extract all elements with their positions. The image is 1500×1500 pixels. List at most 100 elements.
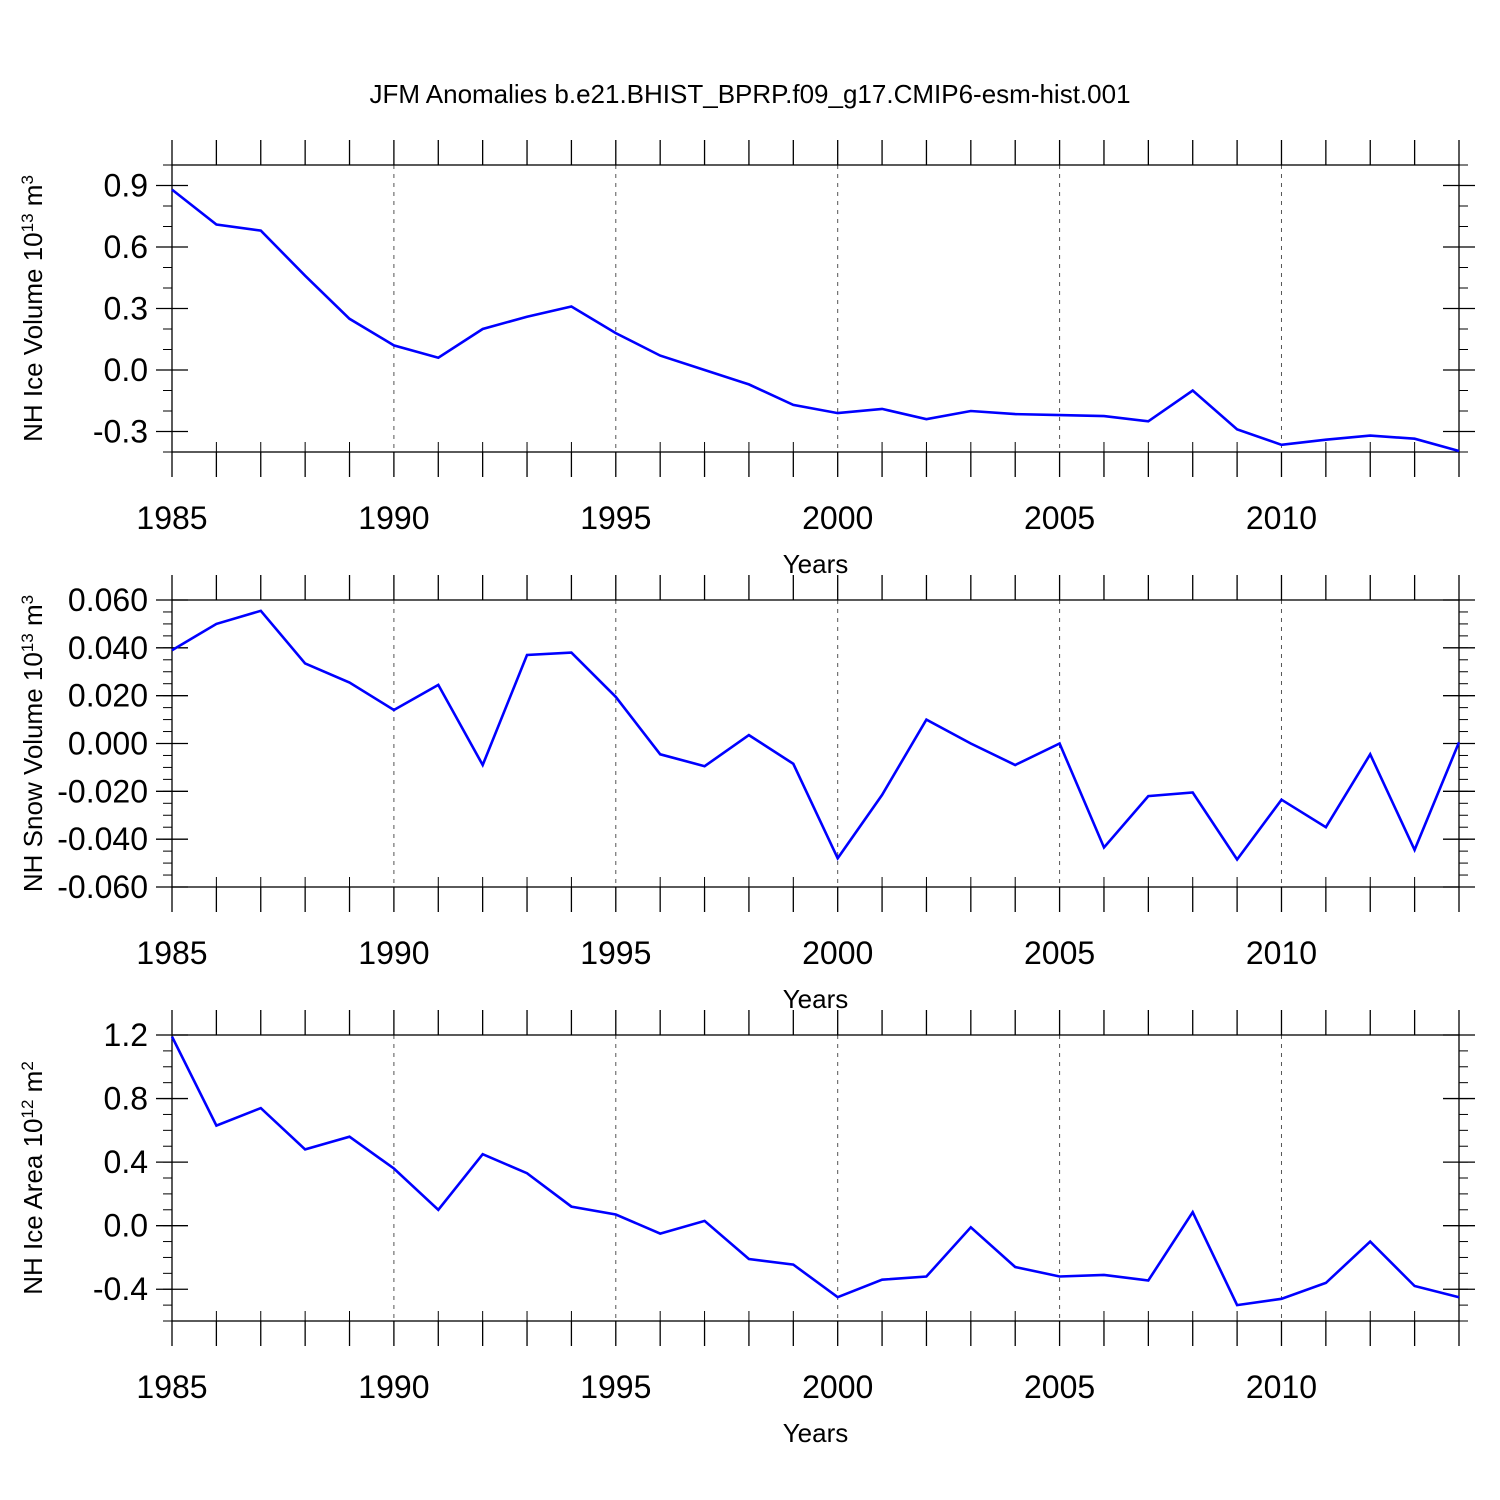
y-axis-title-part: m — [18, 604, 48, 633]
panel-snow-volume: 0.060 0.040 0.020 0.000 -0.020 -0.040 -0.060 19… — [18, 575, 1475, 1014]
data-point — [1191, 389, 1195, 393]
y-axis-title-part: 2 — [18, 1061, 37, 1070]
plot-frame — [171, 1034, 1460, 1322]
data-point — [1324, 1281, 1328, 1285]
y-tick-label: -0.020 — [57, 773, 148, 809]
data-point — [569, 304, 573, 308]
data-point — [348, 1135, 352, 1139]
data-point — [1413, 437, 1417, 441]
data-point — [348, 317, 352, 321]
y-tick-label: 0.040 — [68, 630, 148, 666]
data-point — [1324, 825, 1328, 829]
data-point — [259, 229, 263, 233]
data-point — [1235, 427, 1239, 431]
data-point — [658, 752, 662, 756]
data-point — [1058, 742, 1062, 746]
data-point — [658, 1232, 662, 1236]
data-point — [658, 354, 662, 358]
data-point — [614, 1213, 618, 1217]
x-tick-label: 2000 — [802, 935, 873, 971]
x-tick-label: 1990 — [358, 935, 429, 971]
data-point — [525, 315, 529, 319]
data-point — [214, 222, 218, 226]
x-tick-label: 1995 — [580, 1369, 651, 1405]
y-axis-title-part: m — [18, 1071, 48, 1100]
plot-frame — [171, 599, 1460, 888]
data-point — [170, 648, 174, 652]
data-point — [481, 327, 485, 331]
x-tick-label: 1985 — [136, 1369, 207, 1405]
y-tick-label: 0.0 — [104, 352, 148, 388]
y-axis-title-part: NH Snow Volume 10 — [18, 652, 48, 892]
data-point — [924, 1275, 928, 1279]
data-point — [703, 1219, 707, 1223]
data-point — [1279, 1297, 1283, 1301]
data-point — [436, 1208, 440, 1212]
data-point — [170, 188, 174, 192]
data-point — [836, 856, 840, 860]
x-axis-title: Years — [783, 1418, 849, 1448]
data-point — [747, 733, 751, 737]
y-tick-label: 0.9 — [104, 168, 148, 204]
y-axis-title-part: NH Ice Volume 10 — [18, 232, 48, 442]
data-point — [1013, 1265, 1017, 1269]
data-point — [481, 1152, 485, 1156]
y-tick-label: 0.6 — [104, 229, 148, 265]
data-point — [481, 763, 485, 767]
data-point — [969, 1225, 973, 1229]
data-point — [791, 762, 795, 766]
y-axis-title-part: m — [18, 185, 48, 214]
data-point — [170, 1035, 174, 1039]
data-point — [747, 1257, 751, 1261]
data-point — [303, 661, 307, 665]
data-point — [614, 331, 618, 335]
data-point — [1457, 1295, 1461, 1299]
data-point — [1324, 438, 1328, 442]
data-point — [1413, 848, 1417, 852]
y-axis-title-part: 3 — [18, 175, 37, 184]
y-tick-label: 0.0 — [104, 1208, 148, 1244]
chart-title: JFM Anomalies b.e21.BHIST_BPRP.f09_g17.C… — [369, 79, 1130, 109]
data-point — [1146, 419, 1150, 423]
panel-ice-volume: 0.9 0.6 0.3 0.0 -0.3 1985 1990 1995 2000 2005 2010… — [18, 140, 1475, 579]
data-point — [214, 1124, 218, 1128]
data-point — [436, 356, 440, 360]
data-point — [1368, 434, 1372, 438]
data-point — [969, 742, 973, 746]
x-tick-label: 1995 — [580, 935, 651, 971]
data-point — [392, 708, 396, 712]
panel-ice-area: 1.2 0.8 0.4 0.0 -0.4 1985 1990 1995 2000 2005 2010… — [18, 1010, 1475, 1448]
data-point — [747, 382, 751, 386]
x-tick-label: 1985 — [136, 500, 207, 536]
y-tick-label: 0.000 — [68, 726, 148, 762]
data-point — [1146, 794, 1150, 798]
data-point — [1013, 412, 1017, 416]
data-point — [924, 417, 928, 421]
data-point — [303, 274, 307, 278]
data-point — [1279, 798, 1283, 802]
data-point — [614, 695, 618, 699]
y-tick-label: -0.040 — [57, 821, 148, 857]
data-point — [1235, 857, 1239, 861]
y-tick-label: 0.020 — [68, 678, 148, 714]
data-point — [836, 411, 840, 415]
y-tick-label: 0.8 — [104, 1081, 148, 1117]
x-tick-label: 2005 — [1024, 1369, 1095, 1405]
y-tick-label: 0.3 — [104, 291, 148, 327]
y-axis-title-part: 3 — [18, 595, 37, 604]
data-point — [1368, 1240, 1372, 1244]
data-point — [791, 403, 795, 407]
data-point — [880, 793, 884, 797]
y-axis-title-part: NH Ice Area 10 — [18, 1118, 48, 1294]
data-point — [259, 609, 263, 613]
y-axis-title: NH Ice Area 1012 m2 — [18, 1061, 49, 1295]
data-point — [1146, 1278, 1150, 1282]
x-axis-title: Years — [783, 549, 849, 579]
y-axis-title-part: 13 — [18, 213, 37, 232]
data-point — [880, 1278, 884, 1282]
data-point — [1191, 791, 1195, 795]
data-point — [1191, 1210, 1195, 1214]
data-point — [1058, 1275, 1062, 1279]
y-tick-label: -0.4 — [93, 1271, 148, 1307]
data-point — [348, 681, 352, 685]
